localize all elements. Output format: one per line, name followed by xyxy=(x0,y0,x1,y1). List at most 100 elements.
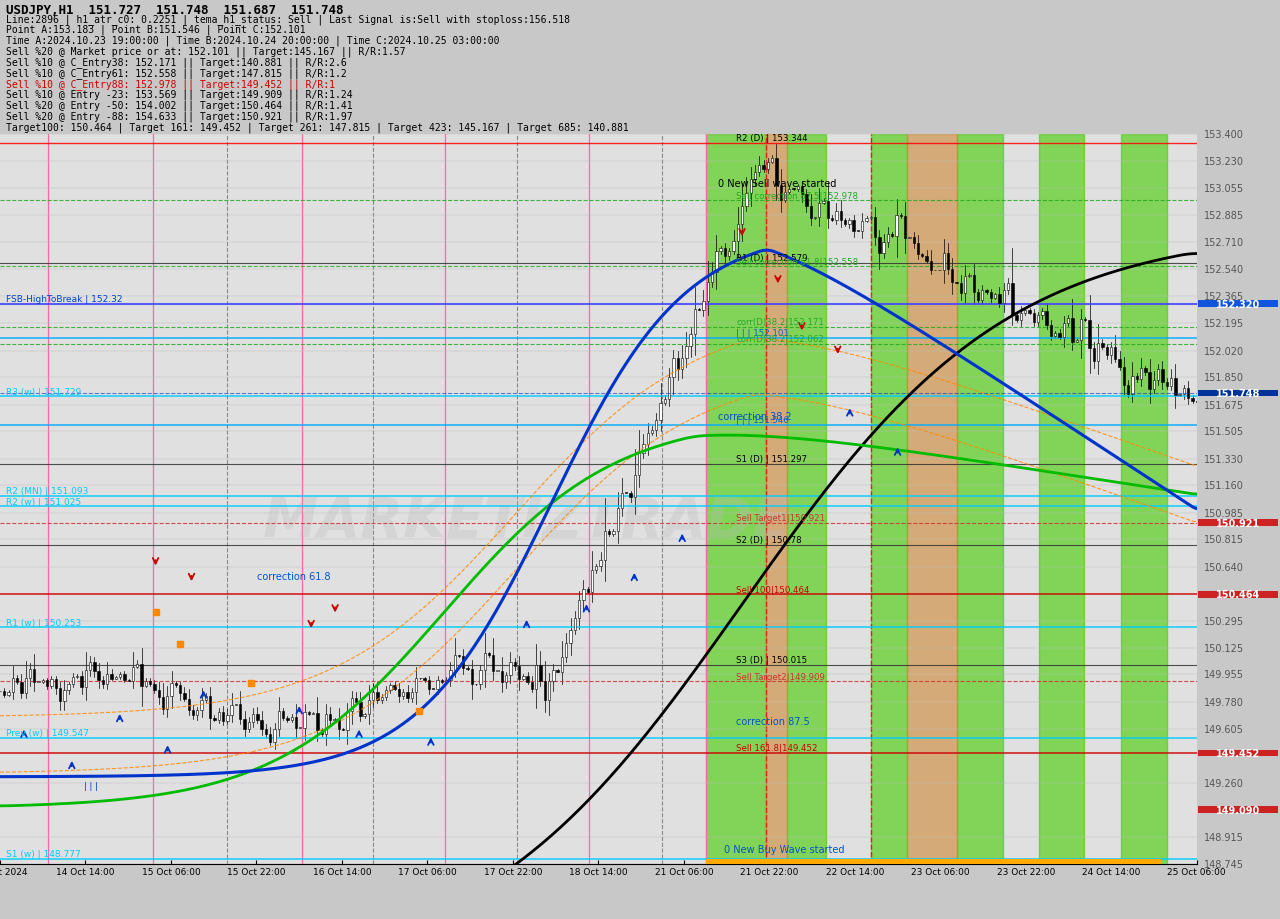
Bar xyxy=(882,243,884,254)
Bar xyxy=(72,677,74,685)
Bar xyxy=(964,277,966,294)
Bar xyxy=(900,215,902,217)
Bar xyxy=(719,249,722,252)
Text: Target100: 150.464 | Target 161: 149.452 | Target 261: 147.815 | Target 423: 145: Target100: 150.464 | Target 161: 149.452… xyxy=(6,122,630,132)
Bar xyxy=(97,672,100,680)
Text: Sell correction 61.8|152.558: Sell correction 61.8|152.558 xyxy=(736,257,858,267)
Text: | | | 152.101: | | | 152.101 xyxy=(736,329,788,338)
Bar xyxy=(406,692,408,698)
Bar xyxy=(1174,379,1176,396)
Bar xyxy=(750,180,751,194)
Bar xyxy=(1028,311,1030,314)
Bar xyxy=(865,220,868,222)
Text: 0 New Sell wave started: 0 New Sell wave started xyxy=(718,179,836,188)
Text: Sell %20 @ Entry -88: 154.633 || Target:150.921 || R/R:1.97: Sell %20 @ Entry -88: 154.633 || Target:… xyxy=(6,111,353,122)
Bar xyxy=(595,566,598,571)
Bar xyxy=(1114,347,1116,359)
Bar xyxy=(1002,290,1005,303)
Bar xyxy=(840,211,842,221)
Text: 149.260: 149.260 xyxy=(1203,778,1243,789)
Bar xyxy=(166,697,169,709)
Bar xyxy=(646,434,649,445)
Bar xyxy=(1140,369,1142,380)
Bar xyxy=(1075,341,1078,343)
Bar xyxy=(1033,314,1036,323)
Bar xyxy=(1080,319,1082,341)
Bar xyxy=(59,688,61,701)
Text: 150.295: 150.295 xyxy=(1203,617,1244,626)
Bar xyxy=(672,359,675,378)
Bar xyxy=(1020,313,1023,321)
Bar xyxy=(221,712,224,720)
Text: R2 (MN) | 151.093: R2 (MN) | 151.093 xyxy=(6,487,88,495)
Text: 153.055: 153.055 xyxy=(1203,184,1244,194)
Bar xyxy=(307,712,310,714)
Bar xyxy=(736,225,739,242)
Bar xyxy=(1007,284,1009,290)
Bar xyxy=(347,711,348,730)
Bar xyxy=(411,692,413,698)
Bar xyxy=(1123,368,1125,386)
Bar xyxy=(154,684,156,690)
Text: 150.125: 150.125 xyxy=(1203,642,1244,652)
Bar xyxy=(1071,319,1074,343)
Text: Sell %10 @ Entry -23: 153.569 || Target:149.909 || R/R:1.24: Sell %10 @ Entry -23: 153.569 || Target:… xyxy=(6,90,353,100)
Bar xyxy=(942,254,945,271)
Bar xyxy=(445,680,447,682)
Bar xyxy=(745,194,748,207)
Text: Sell Target2|149.909: Sell Target2|149.909 xyxy=(736,672,824,681)
Bar xyxy=(214,718,215,720)
Text: 152.320: 152.320 xyxy=(1216,300,1261,309)
Bar xyxy=(591,571,593,592)
Bar xyxy=(872,135,908,864)
Bar xyxy=(287,718,288,720)
Bar xyxy=(1062,324,1065,337)
Bar xyxy=(239,704,242,719)
Bar xyxy=(355,698,357,702)
Bar xyxy=(650,430,653,434)
Bar xyxy=(1161,369,1164,382)
Bar xyxy=(458,655,461,657)
Bar xyxy=(763,165,764,170)
Text: 151.330: 151.330 xyxy=(1203,454,1243,464)
Bar xyxy=(466,668,468,669)
Bar xyxy=(1097,344,1100,361)
Bar xyxy=(637,453,640,475)
Bar xyxy=(878,237,881,254)
Bar xyxy=(617,508,618,532)
Bar xyxy=(818,204,820,218)
Bar xyxy=(29,670,31,678)
Bar xyxy=(831,219,833,221)
Bar xyxy=(484,653,486,671)
Bar xyxy=(707,135,765,864)
Bar xyxy=(787,135,826,864)
Bar xyxy=(869,218,872,220)
Bar xyxy=(767,163,769,170)
Bar xyxy=(771,159,773,163)
Text: 152.710: 152.710 xyxy=(1203,238,1244,248)
Bar xyxy=(1039,135,1084,864)
Text: 151.675: 151.675 xyxy=(1203,400,1244,410)
Bar xyxy=(389,686,392,691)
Bar xyxy=(579,601,580,618)
Bar xyxy=(776,159,777,187)
Bar xyxy=(449,671,452,680)
Bar xyxy=(604,532,605,560)
Text: Sell %20 @ Market price or at: 152.101 || Target:145.167 || R/R:1.57: Sell %20 @ Market price or at: 152.101 |… xyxy=(6,47,406,57)
Text: MARKETIZTRADE: MARKETIZTRADE xyxy=(262,494,791,549)
Bar xyxy=(783,193,786,200)
Bar xyxy=(424,678,426,681)
Bar xyxy=(643,445,645,453)
Bar xyxy=(440,680,443,682)
Text: 148.745: 148.745 xyxy=(1203,859,1243,868)
Bar xyxy=(874,218,877,237)
Bar xyxy=(989,293,992,298)
Text: | | |: | | | xyxy=(83,781,97,790)
Bar xyxy=(50,679,52,686)
Bar xyxy=(471,669,474,685)
Bar xyxy=(148,681,151,684)
Bar xyxy=(479,671,481,685)
Text: R1 (w) | 150.253: R1 (w) | 150.253 xyxy=(6,618,81,627)
Bar xyxy=(995,295,996,298)
Bar xyxy=(33,670,36,682)
